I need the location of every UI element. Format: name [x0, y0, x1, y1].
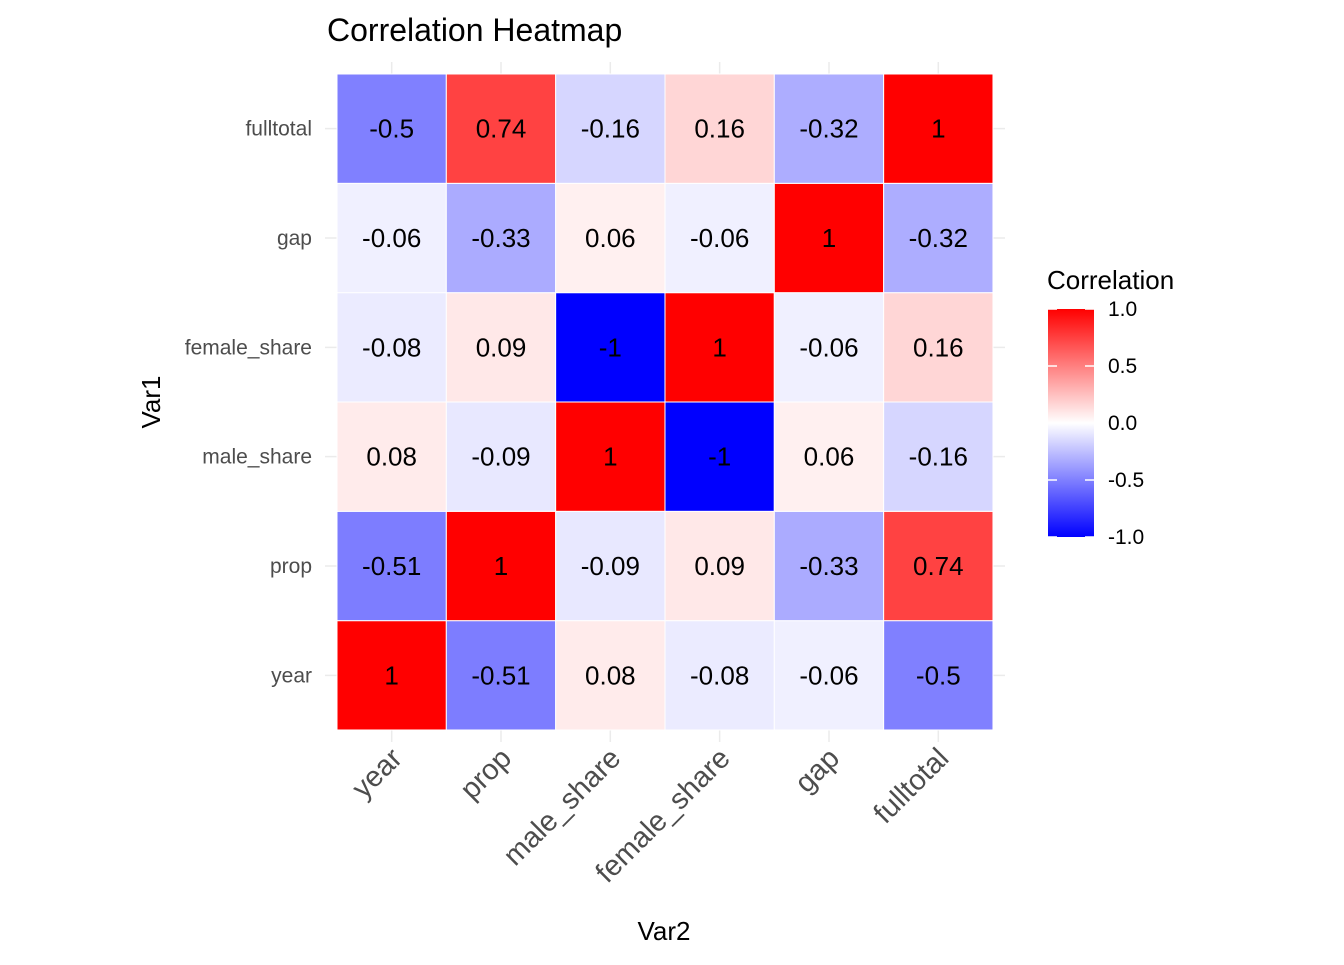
- cell-value-label: 1: [603, 442, 617, 472]
- heatmap-cell: [664, 510, 775, 622]
- heatmap-cell: [773, 401, 885, 512]
- y-tick-label: female_share: [185, 336, 312, 359]
- heatmap-cell: [773, 73, 885, 184]
- cell-value-label: -0.06: [362, 223, 421, 253]
- y-tick-label: year: [271, 664, 312, 687]
- heatmap-cell: [445, 620, 557, 731]
- heatmap-cell: [336, 401, 447, 512]
- heatmap-cell: [773, 182, 885, 294]
- cell-value-label: -0.33: [799, 551, 858, 581]
- cell-value-label: -0.06: [799, 660, 858, 690]
- y-tick-label: prop: [270, 555, 312, 578]
- cell-value-label: -0.51: [471, 660, 530, 690]
- cell-value-label: -0.06: [799, 332, 858, 362]
- y-axis-title: Var1: [136, 376, 166, 429]
- heatmap-cell: [336, 620, 447, 731]
- cell-value-label: 0.16: [913, 332, 964, 362]
- legend-tick-label: 1.0: [1108, 298, 1137, 321]
- heatmap-cell: [336, 292, 447, 403]
- cell-value-label: 1: [822, 223, 836, 253]
- cell-value-label: 0.06: [585, 223, 636, 253]
- heatmap-cell: [883, 620, 994, 731]
- heatmap-cell: [445, 73, 557, 184]
- heatmap-cell: [555, 73, 666, 184]
- heatmap-cell: [883, 401, 994, 512]
- x-tick-label: fulltotal: [868, 742, 956, 830]
- heatmap-cell: [664, 401, 775, 512]
- y-tick-label: fulltotal: [245, 118, 312, 141]
- legend-tick-label: -1.0: [1108, 526, 1144, 549]
- cell-value-label: -0.09: [471, 442, 530, 472]
- cell-value-label: -0.32: [799, 114, 858, 144]
- cell-value-label: 0.06: [804, 442, 855, 472]
- cell-value-label: -0.16: [581, 114, 640, 144]
- cell-value-label: -0.16: [909, 442, 968, 472]
- cell-value-label: -0.5: [369, 114, 414, 144]
- cell-value-label: 0.09: [476, 332, 527, 362]
- x-tick-label: prop: [454, 742, 518, 806]
- cell-value-label: 0.16: [694, 114, 745, 144]
- cell-value-label: -0.32: [909, 223, 968, 253]
- heatmap-cell: [445, 182, 557, 294]
- cell-value-label: 1: [931, 114, 945, 144]
- cell-value-label: 1: [384, 660, 398, 690]
- legend-title: Correlation: [1047, 265, 1174, 295]
- heatmap-cell: [336, 510, 447, 622]
- cell-labels: 1 -0.51 0.08 -0.08 -0.06 -0.5-0.51 1 -0.09 0.09-…: [362, 114, 968, 691]
- y-axis: year prop male_share female_share gap fulltot…: [185, 118, 312, 688]
- legend-tick-label: -0.5: [1108, 469, 1144, 492]
- legend-ticks: 1.0 0.5 0.0 -0.5 -1.0: [1048, 298, 1144, 549]
- cell-value-label: 0.09: [694, 551, 745, 581]
- cell-value-label: -0.09: [581, 551, 640, 581]
- cell-value-label: -0.08: [690, 660, 749, 690]
- heatmap-cell: [773, 510, 885, 622]
- y-tick-label: male_share: [202, 446, 312, 469]
- heatmap-cell: [883, 292, 994, 403]
- cell-value-label: 0.08: [366, 442, 417, 472]
- legend-tick-label: 0.5: [1108, 355, 1137, 378]
- heatmap-cell: [336, 73, 447, 184]
- cell-value-label: 1: [494, 551, 508, 581]
- cell-value-label: -1: [708, 442, 731, 472]
- x-tick-label: year: [346, 742, 409, 805]
- heatmap-cell: [883, 73, 994, 184]
- x-tick-label: gap: [789, 742, 846, 799]
- heatmap-cells: [336, 73, 994, 731]
- heatmap-cell: [664, 292, 775, 403]
- x-axis-title: Var2: [638, 916, 691, 946]
- heatmap-cell: [555, 292, 666, 403]
- cell-value-label: -0.08: [362, 332, 421, 362]
- cell-value-label: -0.33: [471, 223, 530, 253]
- heatmap-cell: [773, 620, 885, 731]
- cell-value-label: -1: [599, 332, 622, 362]
- heatmap-cell: [883, 510, 994, 622]
- heatmap-cell: [445, 510, 557, 622]
- y-tick-label: gap: [277, 227, 312, 250]
- cell-value-label: -0.5: [916, 660, 961, 690]
- heatmap-cell: [445, 292, 557, 403]
- heatmap-cell: [773, 292, 885, 403]
- cell-value-label: -0.06: [690, 223, 749, 253]
- heatmap-cell: [445, 401, 557, 512]
- cell-value-label: 0.74: [476, 114, 527, 144]
- heatmap-cell: [883, 182, 994, 294]
- cell-value-label: 0.08: [585, 660, 636, 690]
- legend: Correlation 1.0 0.5 0.0 -0.5 -1.0: [1047, 265, 1174, 549]
- heatmap-cell: [555, 401, 666, 512]
- cell-value-label: 1: [712, 332, 726, 362]
- cell-value-label: -0.51: [362, 551, 421, 581]
- heatmap-cell: [555, 182, 666, 294]
- cell-value-label: 0.74: [913, 551, 964, 581]
- legend-tick-label: 0.0: [1108, 412, 1137, 435]
- chart-title: Correlation Heatmap: [327, 12, 622, 48]
